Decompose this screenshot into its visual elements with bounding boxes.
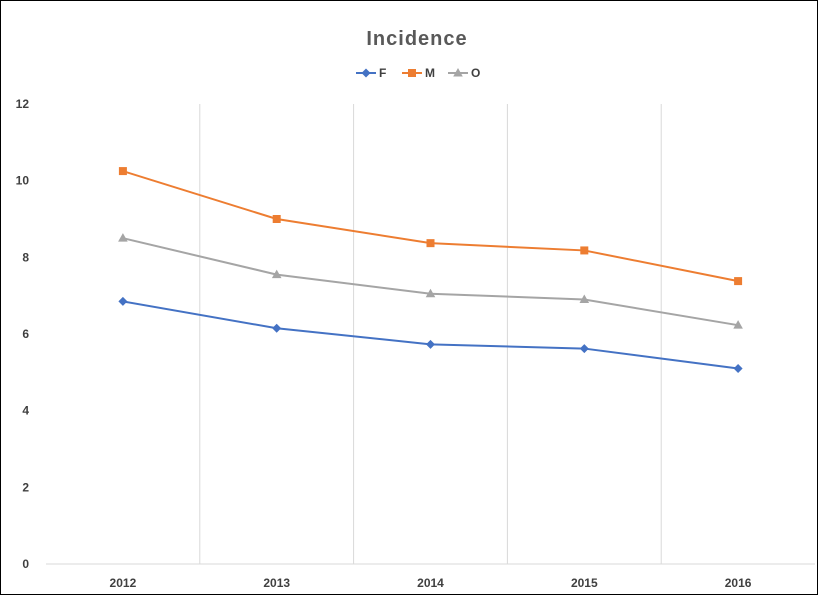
data-point-F	[579, 344, 589, 354]
series-line-O	[122, 237, 739, 327]
chart-title: Incidence	[366, 28, 467, 50]
data-point-M	[734, 277, 743, 286]
data-point-M	[272, 215, 281, 223]
legend-item-O: O	[448, 66, 480, 80]
data-point-O	[271, 269, 282, 279]
y-axis: 0 2 4 6 8 10 12	[16, 97, 30, 571]
x-tick-label: 2016	[725, 576, 752, 590]
data-point-F	[426, 339, 435, 349]
data-point-F	[272, 323, 282, 333]
legend-label: F	[379, 66, 386, 80]
x-tick-label: 2012	[110, 576, 137, 590]
data-point-M	[580, 246, 589, 255]
data-point-O	[579, 294, 590, 303]
data-point-M	[118, 167, 127, 176]
legend-marker	[408, 69, 416, 77]
data-point-F	[118, 296, 128, 306]
x-axis: 2012 2013 2014 2015 2016	[46, 563, 815, 590]
legend-label: O	[471, 66, 480, 80]
gridlines	[199, 104, 662, 564]
x-tick-label: 2013	[263, 576, 290, 590]
legend-label: M	[425, 66, 435, 80]
legend-marker	[361, 68, 371, 78]
plot-area	[118, 167, 743, 373]
y-tick-label: 0	[22, 557, 29, 571]
y-tick-label: 12	[16, 97, 30, 111]
y-tick-label: 6	[22, 327, 29, 341]
y-tick-label: 10	[16, 174, 30, 188]
y-tick-label: 8	[22, 250, 29, 264]
y-tick-label: 2	[22, 480, 29, 494]
legend-item-F: F	[356, 66, 386, 80]
data-point-O	[425, 288, 436, 298]
data-point-O	[118, 233, 128, 242]
legend-marker	[453, 68, 463, 77]
legend-item-M: M	[402, 66, 435, 80]
data-point-F	[733, 364, 743, 373]
y-tick-label: 4	[22, 404, 29, 418]
series-line-M	[122, 170, 739, 283]
data-point-O	[733, 320, 743, 329]
x-tick-label: 2015	[571, 576, 598, 590]
x-tick-label: 2014	[417, 576, 444, 590]
data-point-M	[426, 239, 435, 248]
series-line-F	[122, 300, 739, 370]
